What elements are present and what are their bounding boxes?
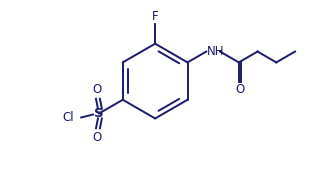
Text: O: O: [92, 83, 102, 96]
Text: S: S: [94, 107, 104, 120]
Text: F: F: [152, 10, 159, 23]
Text: O: O: [235, 83, 244, 96]
Text: O: O: [92, 131, 102, 144]
Text: Cl: Cl: [63, 111, 74, 124]
Text: NH: NH: [207, 45, 225, 58]
